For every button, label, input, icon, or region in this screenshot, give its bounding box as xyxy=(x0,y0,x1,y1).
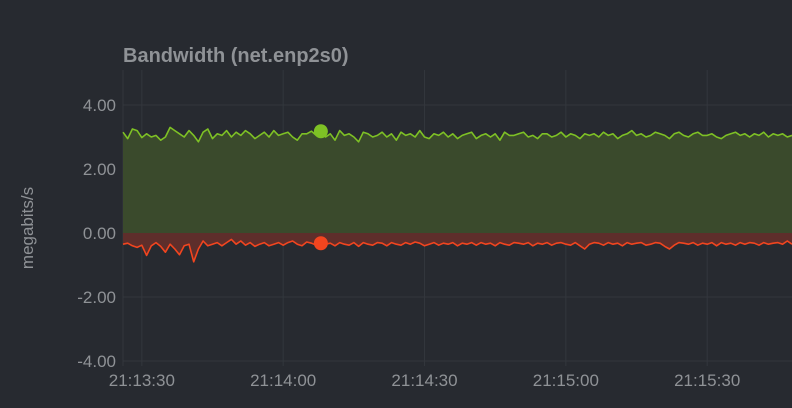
series-0-area xyxy=(123,127,792,233)
y-tick-label: 4.00 xyxy=(83,96,116,115)
series-1-area xyxy=(123,233,792,262)
y-tick-label: -4.00 xyxy=(77,352,116,371)
x-tick-label: 21:14:00 xyxy=(250,371,316,390)
x-tick-label: 21:15:00 xyxy=(533,371,599,390)
series-0-highlight-point[interactable] xyxy=(313,124,328,139)
x-tick-label: 21:13:30 xyxy=(109,371,175,390)
series-1-line xyxy=(122,238,792,263)
x-tick-label: 21:15:30 xyxy=(674,371,740,390)
y-tick-labels: 4.00 2.00 0.00 -2.00 -4.00 xyxy=(77,96,116,371)
series-lines xyxy=(122,126,792,263)
series-areas xyxy=(123,127,792,262)
highlight-markers xyxy=(313,124,328,251)
x-tick-labels: 21:13:30 21:14:00 21:14:30 21:15:00 21:15:30 xyxy=(109,371,741,390)
chart-title: Bandwidth (net.enp2s0) xyxy=(123,45,349,67)
x-tick-label: 21:14:30 xyxy=(391,371,457,390)
y-tick-label: -2.00 xyxy=(77,288,116,307)
series-1-highlight-point[interactable] xyxy=(313,236,328,251)
y-axis-label: megabits/s xyxy=(18,187,37,269)
series-0-line xyxy=(122,126,792,143)
y-tick-label: 0.00 xyxy=(83,224,116,243)
y-tick-label: 2.00 xyxy=(83,160,116,179)
